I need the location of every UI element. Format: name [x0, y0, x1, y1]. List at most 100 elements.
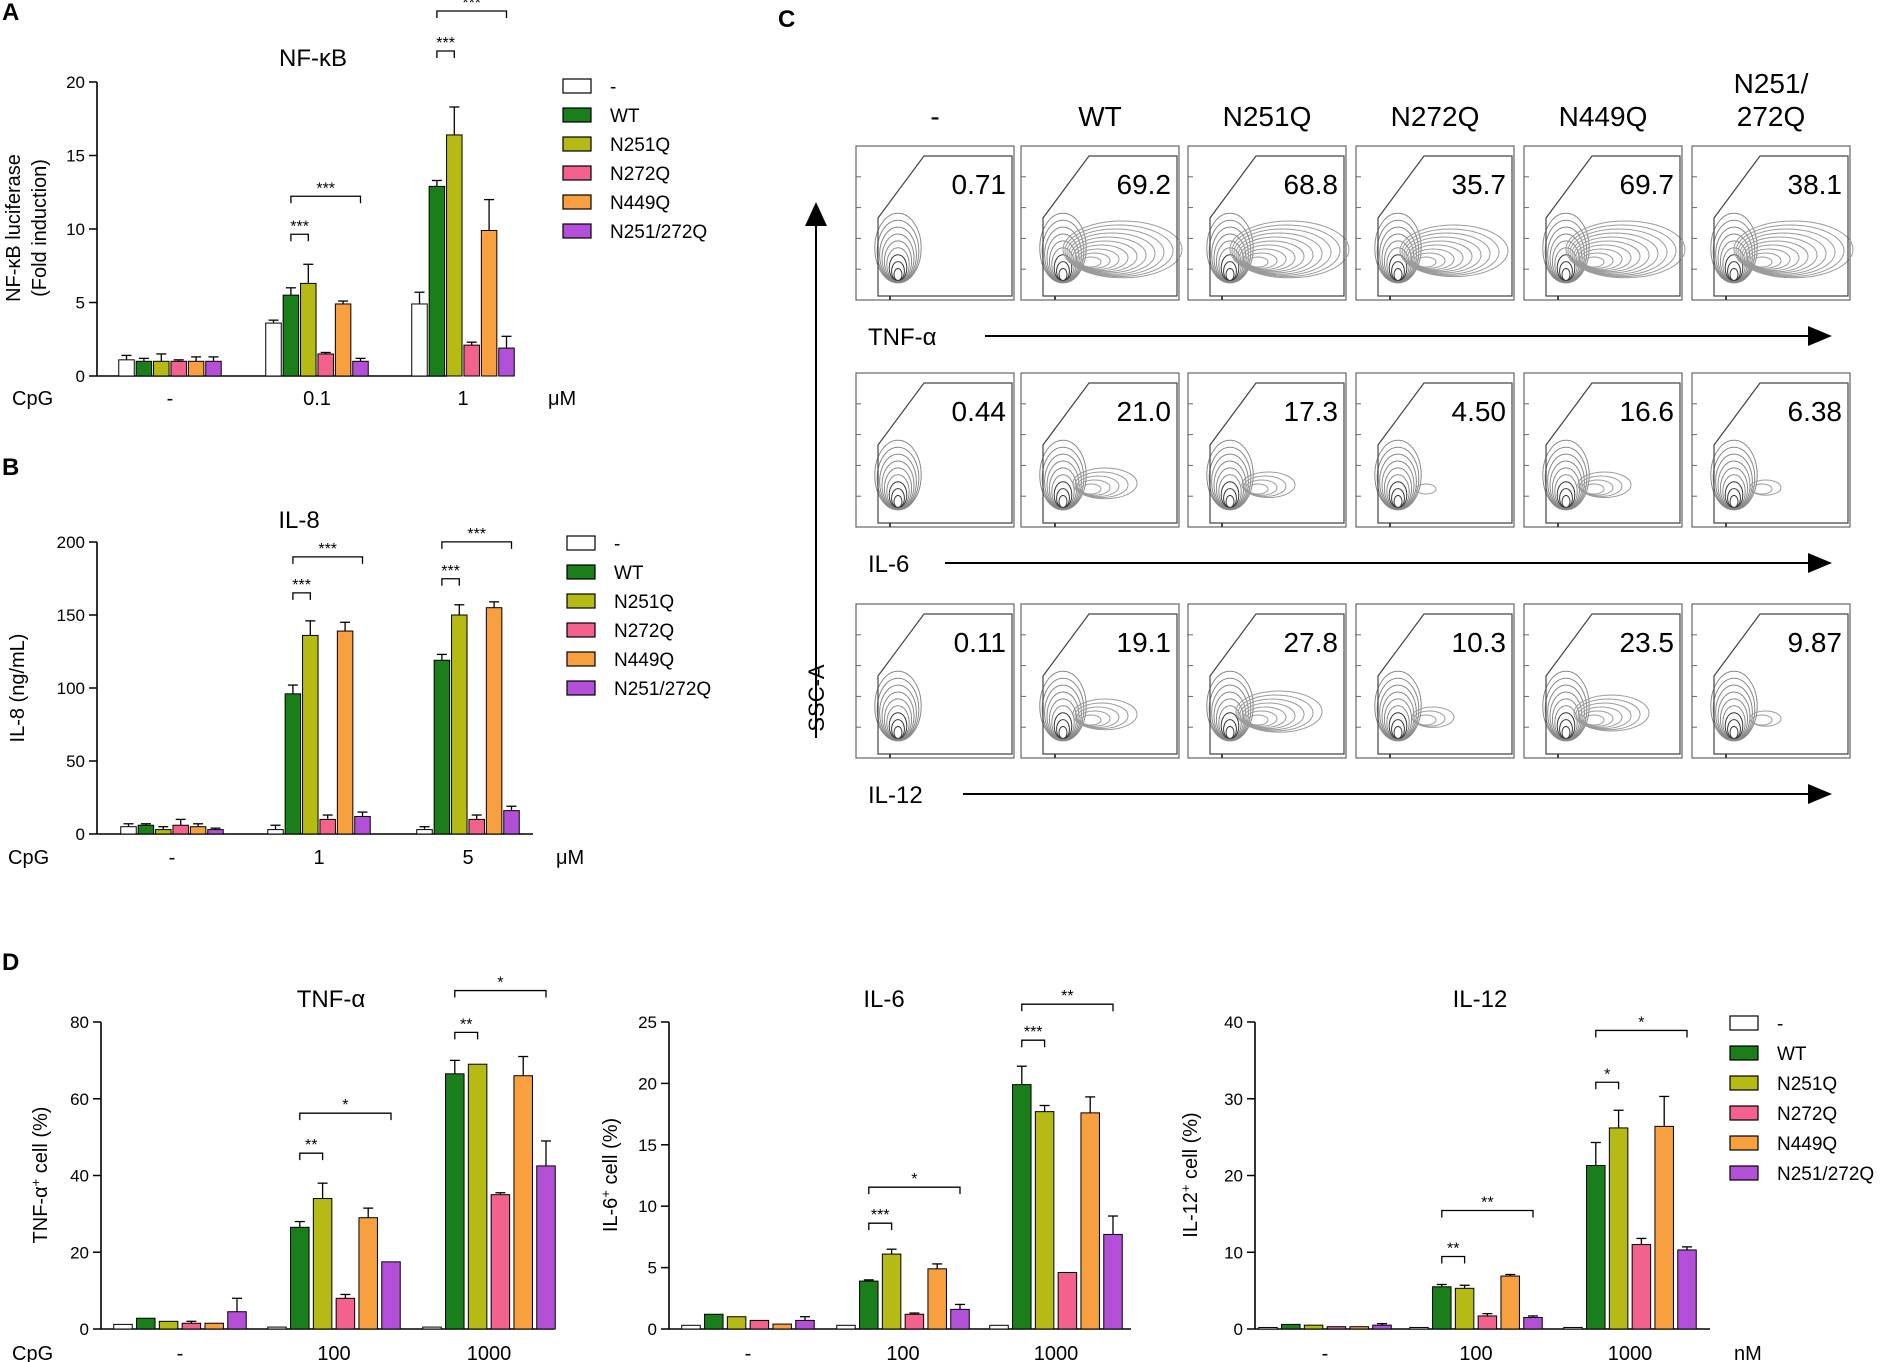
- contour-line: [1579, 475, 1623, 497]
- contour-line: [1401, 228, 1500, 276]
- contour-line: [1066, 228, 1165, 276]
- panel-label-d: D: [2, 949, 19, 976]
- x-unit-label: nM: [1734, 1343, 1762, 1362]
- contour-line: [1078, 710, 1111, 727]
- flow-gate: [1713, 382, 1849, 524]
- y-axis-label-line2: (Fold induction): [29, 159, 51, 297]
- bar: [1303, 1324, 1324, 1330]
- contour-line: [1735, 224, 1845, 278]
- bar: [1281, 1323, 1301, 1330]
- bar: [290, 1226, 310, 1330]
- significance-label: ***: [318, 541, 337, 558]
- bar: [498, 347, 515, 377]
- bar: [485, 607, 503, 835]
- bar: [120, 826, 137, 835]
- contour-line: [1565, 220, 1686, 279]
- bar: [463, 344, 480, 377]
- contour-line: [1743, 240, 1809, 273]
- x-prefix-label: CpG: [12, 388, 53, 410]
- bar: [445, 1073, 465, 1330]
- contour-line: [1749, 252, 1782, 269]
- bar: [136, 1317, 156, 1330]
- bar: [1654, 1125, 1674, 1330]
- contour-line: [1399, 224, 1509, 278]
- bar: [189, 826, 207, 835]
- marker-arrowhead: [1808, 784, 1832, 804]
- flow-plot: 6.38: [1691, 372, 1851, 528]
- legend-swatch: [1729, 1165, 1759, 1181]
- bar: [204, 1322, 224, 1330]
- bar: [336, 630, 354, 835]
- bar: [155, 829, 172, 835]
- bar: [1012, 1084, 1032, 1330]
- flow-gate-percent: 4.50: [1452, 396, 1507, 427]
- contour-line: [1710, 439, 1758, 511]
- contour-line: [1070, 236, 1147, 274]
- legend-label: N449Q: [614, 650, 674, 671]
- legend-label: WT: [610, 106, 640, 127]
- bar: [1372, 1324, 1392, 1330]
- bar: [300, 282, 317, 377]
- legend-swatch: [566, 651, 596, 667]
- flow-column-header: N272Q: [1391, 101, 1480, 132]
- chart-il8: IL-8 0 50 100 150 200 IL-8 (ng/mL) - 1 5 CpG μM *** *…: [7, 507, 584, 869]
- contour-line: [1239, 240, 1305, 273]
- significance-bracket: [292, 592, 311, 600]
- contour-line: [1241, 702, 1296, 730]
- bar: [451, 614, 468, 835]
- flow-gate: [1545, 155, 1681, 297]
- legend-label: N449Q: [610, 193, 670, 214]
- contour-line: [1403, 232, 1491, 275]
- bar: [1677, 1249, 1697, 1330]
- flow-plot: 17.3: [1187, 372, 1347, 528]
- contour-line: [1413, 252, 1446, 269]
- bar: [989, 1324, 1009, 1330]
- flow-gate: [1377, 155, 1513, 297]
- significance-bracket: [1021, 1039, 1046, 1048]
- contour-line: [1415, 483, 1437, 495]
- y-tick-label: 0: [80, 1320, 89, 1339]
- bar: [1103, 1233, 1123, 1330]
- bar: [319, 818, 336, 835]
- significance-bracket: [1021, 1003, 1114, 1012]
- contour-line: [1243, 248, 1287, 270]
- contour-line: [1751, 714, 1773, 726]
- contour-line: [1074, 702, 1129, 730]
- significance-bracket: [290, 233, 309, 242]
- y-tick-label: 20: [70, 1243, 89, 1262]
- significance-label: *: [1604, 1066, 1610, 1083]
- contour-line: [1078, 252, 1111, 269]
- flow-gate: [1545, 382, 1681, 524]
- contour-line: [1243, 475, 1287, 497]
- flow-gate: [877, 382, 1013, 524]
- significance-label: *: [1638, 1014, 1644, 1031]
- flow-gate-percent: 69.7: [1620, 169, 1675, 200]
- contour-line: [1074, 471, 1129, 499]
- flow-plot: 38.1: [1691, 145, 1854, 301]
- y-tick-label: 20: [66, 73, 85, 92]
- flow-plot: 9.87: [1691, 603, 1851, 759]
- bar: [513, 1075, 533, 1330]
- panel-label-a: A: [2, 0, 19, 26]
- contour-line: [1076, 706, 1120, 728]
- contour-line: [1206, 212, 1254, 284]
- contour-line: [1567, 224, 1677, 278]
- contour-line: [1206, 439, 1254, 511]
- contour-line: [1577, 702, 1632, 730]
- flow-gate: [877, 155, 1013, 297]
- significance-label: **: [1061, 988, 1073, 1005]
- contour-line: [1074, 244, 1129, 272]
- y-tick-label: 0: [76, 367, 85, 386]
- flow-plot: 0.11: [855, 603, 1015, 759]
- legend-d: - WT N251Q N272Q N449Q N251/272Q: [1729, 1014, 1874, 1185]
- flow-gate: [877, 613, 1013, 755]
- contour-line: [1080, 714, 1102, 726]
- flow-plot: 69.2: [1020, 145, 1183, 301]
- y-axis-label: IL-8 (ng/mL): [7, 634, 29, 743]
- bar: [795, 1319, 815, 1330]
- legend-swatch: [562, 78, 592, 94]
- flow-gate: [1042, 613, 1178, 755]
- y-tick-label: 15: [66, 147, 85, 166]
- legend-swatch: [562, 165, 592, 181]
- flow-plot: 21.0: [1020, 372, 1180, 528]
